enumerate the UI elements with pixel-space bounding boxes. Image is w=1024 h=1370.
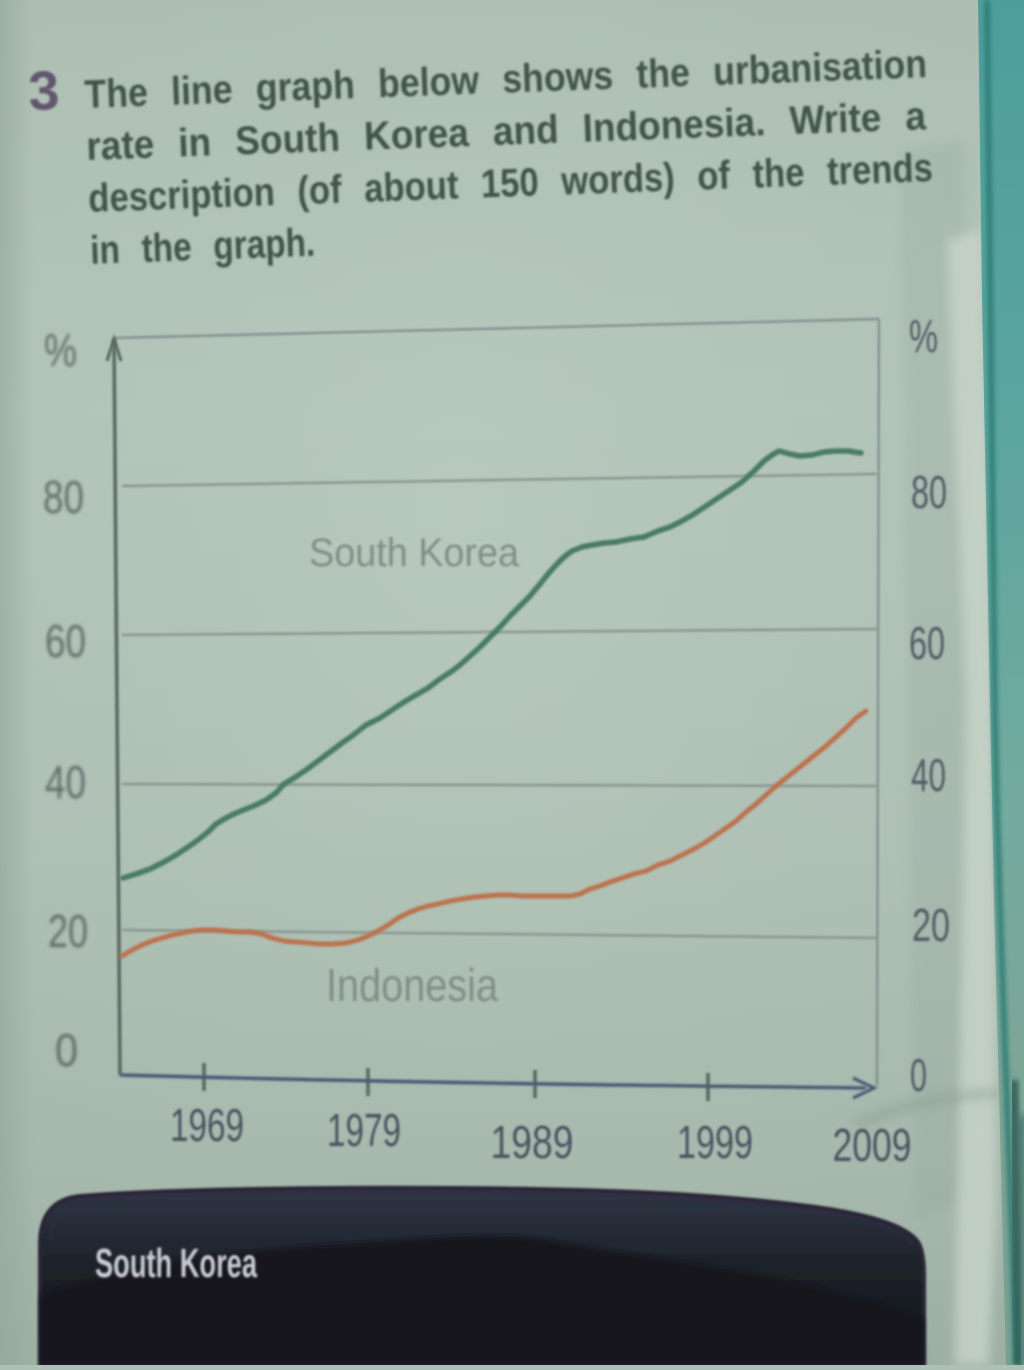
svg-text:3: 3 <box>27 59 60 122</box>
svg-text:60: 60 <box>45 615 86 667</box>
svg-text:80: 80 <box>911 466 947 518</box>
svg-text:20: 20 <box>912 899 950 951</box>
svg-text:%: % <box>44 324 77 376</box>
svg-text:South Korea: South Korea <box>309 531 520 575</box>
svg-text:South Korea: South Korea <box>95 1240 258 1286</box>
svg-text:40: 40 <box>45 756 86 808</box>
svg-text:1969: 1969 <box>170 1099 244 1151</box>
svg-text:60: 60 <box>909 617 945 669</box>
svg-text:1979: 1979 <box>327 1104 401 1156</box>
svg-text:in the graph.: in the graph. <box>89 221 315 273</box>
svg-text:2009: 2009 <box>833 1119 912 1171</box>
svg-text:1989: 1989 <box>491 1116 574 1168</box>
svg-text:1999: 1999 <box>677 1116 753 1168</box>
svg-text:40: 40 <box>911 749 946 801</box>
svg-text:20: 20 <box>48 905 88 957</box>
svg-text:Indonesia: Indonesia <box>326 959 498 1011</box>
svg-text:%: % <box>909 310 938 362</box>
svg-text:0: 0 <box>910 1049 927 1101</box>
svg-text:0: 0 <box>55 1024 78 1076</box>
svg-text:80: 80 <box>43 471 84 523</box>
